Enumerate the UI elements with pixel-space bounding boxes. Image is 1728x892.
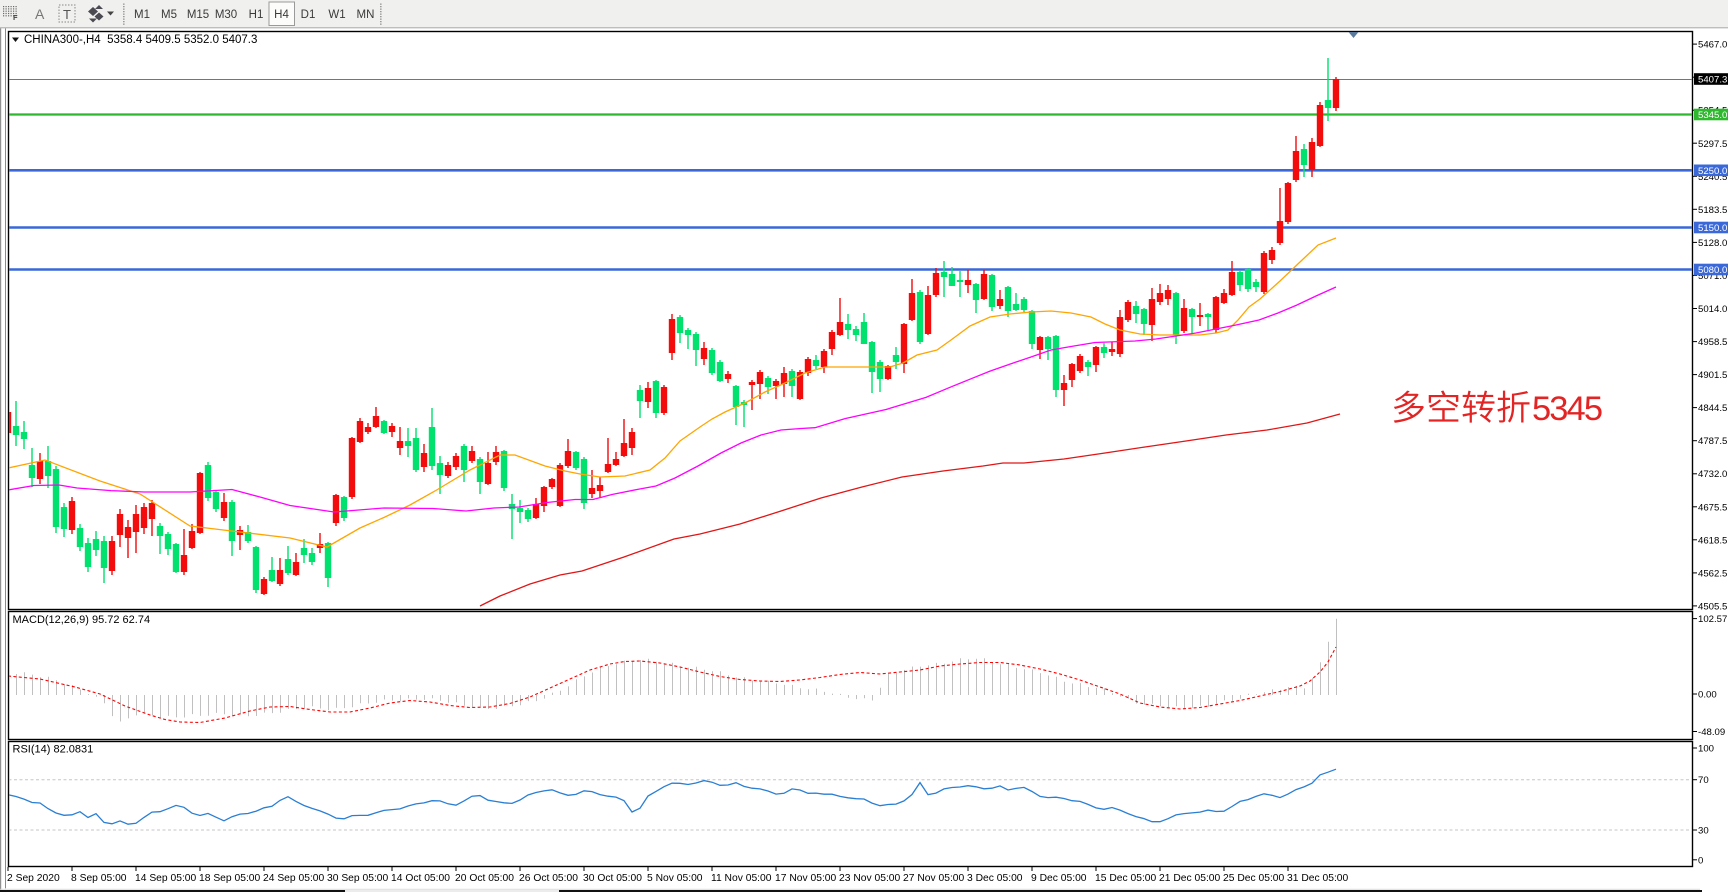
svg-text:102.57: 102.57 [1698, 614, 1727, 625]
svg-text:27 Nov 05:00: 27 Nov 05:00 [903, 873, 965, 884]
svg-text:25 Dec 05:00: 25 Dec 05:00 [1223, 873, 1285, 884]
svg-text:M30: M30 [215, 9, 237, 21]
svg-text:CHINA300-,H4 5358.4 5409.5 53: CHINA300-,H4 5358.4 5409.5 5352.0 5407.3 [24, 34, 257, 46]
svg-text:MN: MN [357, 9, 375, 21]
svg-text:0: 0 [1698, 855, 1703, 866]
svg-text:23 Nov 05:00: 23 Nov 05:00 [839, 873, 901, 884]
svg-text:5407.3: 5407.3 [1698, 75, 1727, 86]
svg-text:M1: M1 [134, 9, 150, 21]
svg-text:14 Sep 05:00: 14 Sep 05:00 [135, 873, 197, 884]
svg-text:70: 70 [1698, 775, 1709, 786]
svg-text:D1: D1 [301, 9, 316, 21]
svg-text:100: 100 [1698, 744, 1714, 755]
svg-text:20 Oct 05:00: 20 Oct 05:00 [455, 873, 514, 884]
svg-text:5345.0: 5345.0 [1698, 110, 1727, 121]
svg-text:0.00: 0.00 [1698, 690, 1717, 701]
svg-text:8 Sep 05:00: 8 Sep 05:00 [71, 873, 127, 884]
svg-text:A: A [35, 6, 45, 22]
svg-text:4787.5: 4787.5 [1698, 436, 1727, 447]
svg-text:26 Oct 05:00: 26 Oct 05:00 [519, 873, 578, 884]
svg-text:24 Sep 05:00: 24 Sep 05:00 [263, 873, 325, 884]
svg-text:5 Nov 05:00: 5 Nov 05:00 [647, 873, 703, 884]
svg-text:W1: W1 [328, 9, 345, 21]
svg-text:21 Dec 05:00: 21 Dec 05:00 [1159, 873, 1221, 884]
svg-text:5071.0: 5071.0 [1698, 271, 1727, 282]
svg-text:5467.0: 5467.0 [1698, 40, 1727, 51]
svg-text:F: F [13, 13, 18, 22]
svg-text:M15: M15 [187, 9, 209, 21]
svg-text:9 Dec 05:00: 9 Dec 05:00 [1031, 873, 1087, 884]
svg-text:2 Sep 2020: 2 Sep 2020 [7, 873, 60, 884]
svg-text:4958.5: 4958.5 [1698, 337, 1727, 348]
svg-text:MACD(12,26,9) 95.72 62.74: MACD(12,26,9) 95.72 62.74 [13, 614, 151, 626]
svg-text:17 Nov 05:00: 17 Nov 05:00 [775, 873, 837, 884]
svg-text:18 Sep 05:00: 18 Sep 05:00 [199, 873, 261, 884]
svg-text:4675.5: 4675.5 [1698, 502, 1727, 513]
svg-text:5183.5: 5183.5 [1698, 205, 1727, 216]
svg-text:5150.0: 5150.0 [1698, 223, 1727, 234]
svg-text:H1: H1 [249, 9, 264, 21]
svg-text:T: T [63, 7, 71, 22]
svg-text:4844.5: 4844.5 [1698, 403, 1727, 414]
svg-text:5250.0: 5250.0 [1698, 166, 1727, 177]
svg-text:5080.0: 5080.0 [1698, 265, 1727, 276]
svg-text:4562.5: 4562.5 [1698, 568, 1727, 579]
svg-text:5014.0: 5014.0 [1698, 304, 1727, 315]
svg-text:14 Oct 05:00: 14 Oct 05:00 [391, 873, 450, 884]
svg-text:4618.5: 4618.5 [1698, 535, 1727, 546]
svg-text:31 Dec 05:00: 31 Dec 05:00 [1287, 873, 1349, 884]
svg-text:4505.5: 4505.5 [1698, 601, 1727, 612]
svg-text:11 Nov 05:00: 11 Nov 05:00 [711, 873, 772, 884]
svg-text:4732.0: 4732.0 [1698, 469, 1727, 480]
svg-text:5297.5: 5297.5 [1698, 139, 1727, 150]
svg-text:5345: 5345 [1532, 390, 1603, 428]
svg-text:RSI(14) 82.0831: RSI(14) 82.0831 [13, 744, 94, 756]
svg-text:30 Oct 05:00: 30 Oct 05:00 [583, 873, 642, 884]
svg-text:M5: M5 [161, 9, 177, 21]
svg-text:5128.0: 5128.0 [1698, 238, 1727, 249]
svg-text:3 Dec 05:00: 3 Dec 05:00 [967, 873, 1023, 884]
svg-text:5240.5: 5240.5 [1698, 172, 1727, 183]
svg-text:30: 30 [1698, 826, 1709, 837]
svg-text:15 Dec 05:00: 15 Dec 05:00 [1095, 873, 1157, 884]
svg-text:H4: H4 [274, 9, 289, 21]
svg-text:-48.09: -48.09 [1698, 727, 1725, 738]
svg-text:30 Sep 05:00: 30 Sep 05:00 [327, 873, 389, 884]
svg-text:4901.5: 4901.5 [1698, 370, 1727, 381]
